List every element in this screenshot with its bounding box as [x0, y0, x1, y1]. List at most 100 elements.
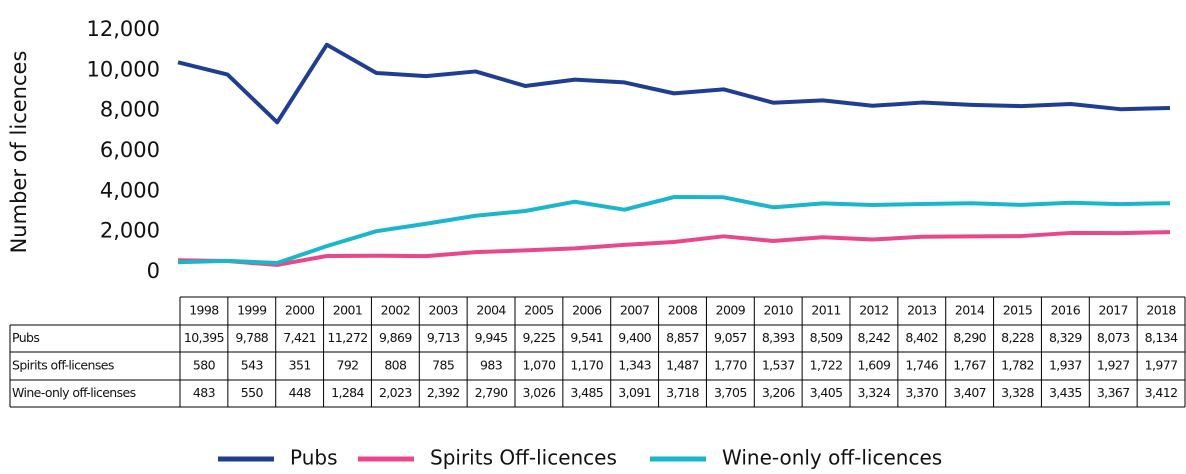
table-header: 2016	[1051, 303, 1081, 318]
table-cell: 2,023	[379, 385, 412, 400]
legend-label: Pubs	[290, 446, 338, 470]
table-header: 1998	[189, 303, 219, 318]
y-tick-label: 10,000	[87, 57, 160, 81]
table-header: 2002	[381, 303, 410, 318]
table-cell: 1,782	[1001, 358, 1034, 373]
table-cell: 1,977	[1145, 358, 1178, 373]
table-cell: 8,329	[1049, 330, 1082, 345]
table-cell: 8,073	[1097, 330, 1130, 345]
table-cell: 1,927	[1097, 358, 1130, 373]
table-cell: 792	[336, 358, 358, 373]
table-header: 2003	[429, 303, 458, 318]
table-cell: 3,367	[1097, 385, 1130, 400]
table-cell: 543	[241, 358, 263, 373]
table-header: 2008	[668, 303, 698, 318]
table-cell: 483	[193, 385, 215, 400]
table-header: 2006	[572, 303, 602, 318]
table-cell: 1,937	[1049, 358, 1082, 373]
table-cell: 3,435	[1049, 385, 1082, 400]
y-axis-label: Number of licences	[7, 51, 31, 254]
table-row-label: Spirits off-licenses	[12, 358, 114, 373]
table-cell: 2,392	[427, 385, 460, 400]
table-cell: 10,395	[184, 330, 224, 345]
table-cell: 9,869	[379, 330, 412, 345]
table-cell: 9,945	[475, 330, 508, 345]
table-header: 2007	[620, 303, 649, 318]
legend-label: Spirits Off-licences	[430, 446, 617, 470]
table-row-label: Wine-only off-licenses	[12, 385, 136, 400]
table-cell: 1,609	[858, 358, 891, 373]
table-cell: 11,272	[327, 330, 367, 345]
table-header: 2018	[1146, 303, 1176, 318]
table-header: 2011	[811, 303, 840, 318]
table-header: 2015	[1003, 303, 1032, 318]
table-cell: 3,405	[810, 385, 843, 400]
table-header: 2001	[333, 303, 362, 318]
table-header: 1999	[237, 303, 267, 318]
table-header: 2000	[285, 303, 315, 318]
table-header: 2014	[955, 303, 985, 318]
table-cell: 9,713	[427, 330, 460, 345]
table-cell: 8,134	[1145, 330, 1178, 345]
table-cell: 3,485	[570, 385, 603, 400]
table-header: 2004	[476, 303, 506, 318]
table-cell: 9,057	[714, 330, 747, 345]
table-cell: 7,421	[283, 330, 316, 345]
table-header: 2005	[524, 303, 553, 318]
y-tick-label: 6,000	[100, 138, 160, 162]
table-header: 2012	[859, 303, 888, 318]
table-cell: 8,857	[666, 330, 699, 345]
table-header: 2017	[1099, 303, 1128, 318]
table-header: 2013	[907, 303, 936, 318]
y-tick-label: 4,000	[100, 178, 160, 202]
table-cell: 2,790	[475, 385, 508, 400]
table-cell: 3,718	[666, 385, 699, 400]
table-cell: 3,026	[523, 385, 556, 400]
table-cell: 8,509	[810, 330, 843, 345]
series-line	[177, 42, 1171, 125]
table-cell: 1,746	[905, 358, 938, 373]
y-tick-label: 12,000	[87, 17, 160, 41]
y-tick-label: 2,000	[100, 219, 160, 243]
table-cell: 1,767	[953, 358, 986, 373]
table-cell: 3,206	[762, 385, 795, 400]
table-cell: 1,343	[618, 358, 651, 373]
table-cell: 1,537	[762, 358, 795, 373]
table-header: 2009	[716, 303, 746, 318]
table-cell: 351	[289, 358, 311, 373]
table-cell: 550	[241, 385, 264, 400]
table-cell: 9,225	[523, 330, 556, 345]
series-line	[177, 195, 1171, 265]
table-cell: 3,370	[905, 385, 938, 400]
table-cell: 1,487	[666, 358, 699, 373]
table-cell: 9,788	[235, 330, 268, 345]
table-cell: 8,242	[858, 330, 891, 345]
table-cell: 8,290	[953, 330, 986, 345]
table-cell: 448	[289, 385, 312, 400]
table-cell: 3,412	[1145, 385, 1178, 400]
table-cell: 983	[480, 358, 502, 373]
table-cell: 3,328	[1001, 385, 1034, 400]
table-cell: 8,393	[762, 330, 795, 345]
table-cell: 9,400	[618, 330, 651, 345]
series-line	[177, 230, 1171, 267]
table-cell: 9,541	[570, 330, 603, 345]
table-cell: 8,228	[1001, 330, 1034, 345]
table-cell: 1,170	[570, 358, 603, 373]
table-cell: 8,402	[905, 330, 938, 345]
table-cell: 1,722	[810, 358, 843, 373]
table-cell: 1,284	[331, 385, 364, 400]
table-cell: 3,407	[953, 385, 986, 400]
y-tick-label: 8,000	[100, 98, 160, 122]
table-row-label: Pubs	[12, 330, 39, 345]
table-cell: 3,705	[714, 385, 747, 400]
table-cell: 1,770	[714, 358, 747, 373]
table-header: 2010	[764, 303, 794, 318]
y-tick-label: 0	[147, 259, 160, 283]
table-cell: 1,070	[523, 358, 556, 373]
legend-label: Wine-only off-licences	[722, 446, 942, 470]
table-cell: 3,091	[618, 385, 651, 400]
table-cell: 785	[432, 358, 454, 373]
